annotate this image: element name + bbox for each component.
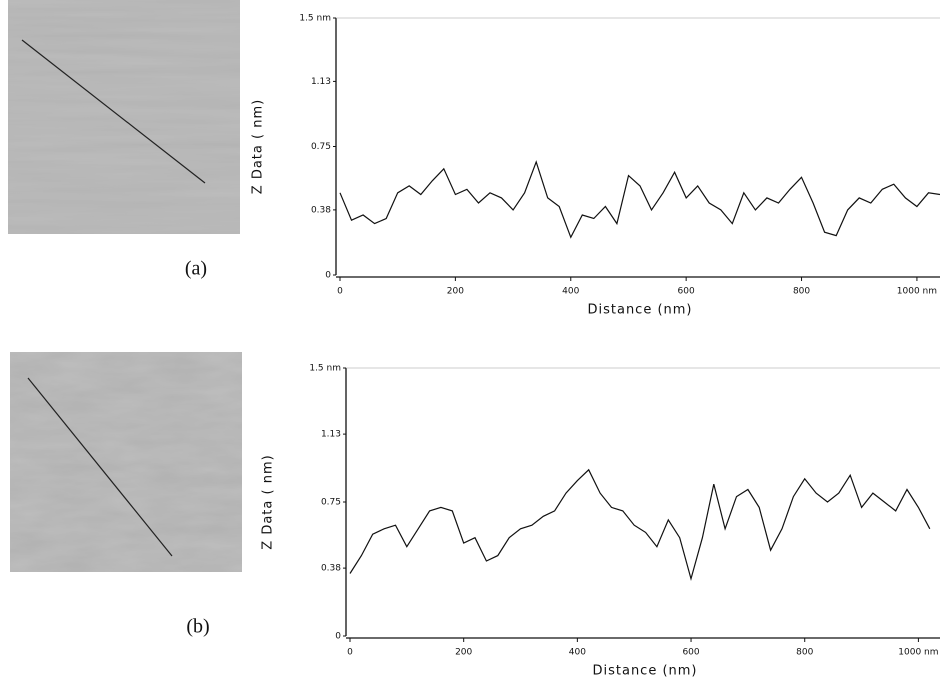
y-tick-label: 1.5 nm bbox=[309, 364, 341, 374]
x-tick-label: 1000 nm bbox=[898, 648, 938, 658]
x-tick-label: 1000 nm bbox=[897, 287, 937, 297]
profile-line bbox=[349, 468, 931, 582]
y-tick-label: 0.75 bbox=[321, 498, 341, 508]
panel-label: (a) bbox=[185, 258, 207, 280]
afm-image-b bbox=[10, 352, 242, 572]
x-tick-label: 200 bbox=[455, 648, 472, 658]
x-tick-label: 0 bbox=[337, 287, 343, 297]
y-tick-label: 0.38 bbox=[321, 564, 341, 574]
x-tick-label: 800 bbox=[796, 648, 813, 658]
y-tick-label: 1.13 bbox=[321, 430, 341, 440]
x-tick-label: 600 bbox=[678, 287, 695, 297]
y-tick-label: 1.5 nm bbox=[299, 14, 331, 24]
x-tick-label: 200 bbox=[447, 287, 464, 297]
y-tick-label: 1.13 bbox=[311, 77, 331, 87]
y-axis-label: Z Data ( nm) bbox=[261, 454, 276, 549]
y-tick-label: 0 bbox=[335, 632, 341, 642]
x-tick-label: 0 bbox=[347, 648, 353, 658]
y-tick-label: 0.75 bbox=[311, 142, 331, 152]
y-tick-label: 0.38 bbox=[311, 205, 331, 215]
x-tick-label: 800 bbox=[793, 287, 810, 297]
panel-label: (b) bbox=[186, 616, 209, 638]
x-tick-label: 400 bbox=[562, 287, 579, 297]
x-tick-label: 600 bbox=[682, 648, 699, 658]
x-axis-label: Distance (nm) bbox=[587, 303, 692, 318]
x-axis-label: Distance (nm) bbox=[592, 664, 697, 679]
profile-line bbox=[339, 160, 940, 239]
afm-image-a bbox=[8, 0, 240, 234]
y-tick-label: 0 bbox=[325, 271, 331, 281]
y-axis-label: Z Data ( nm) bbox=[251, 99, 266, 194]
x-tick-label: 400 bbox=[569, 648, 586, 658]
